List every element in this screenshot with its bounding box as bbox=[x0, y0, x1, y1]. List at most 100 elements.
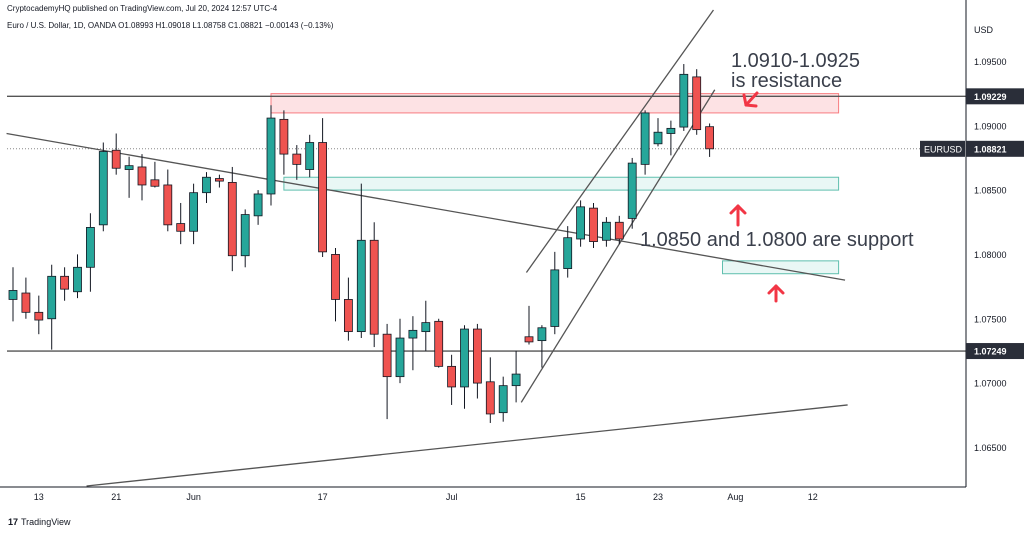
price-tick-label: 1.09500 bbox=[974, 57, 1007, 67]
bearish-candle bbox=[34, 311, 44, 321]
bullish-candle bbox=[8, 290, 18, 300]
publisher-line: CryptocademyHQ published on TradingView.… bbox=[7, 4, 278, 13]
price-tick-label: 1.06500 bbox=[974, 443, 1007, 453]
bullish-candle bbox=[421, 322, 431, 333]
resistance-arrow-icon bbox=[742, 91, 759, 108]
current-price-label: 1.08821 bbox=[974, 144, 1007, 154]
bullish-candle bbox=[253, 193, 263, 217]
bullish-candle bbox=[395, 337, 405, 378]
support-zone-1 bbox=[283, 176, 840, 191]
time-tick-label: 17 bbox=[318, 492, 328, 502]
price-tick-label: 1.07000 bbox=[974, 379, 1007, 389]
bullish-candle bbox=[408, 329, 418, 339]
bearish-candle bbox=[227, 181, 237, 257]
time-tick-label: 23 bbox=[653, 492, 663, 502]
bullish-candle bbox=[202, 176, 211, 194]
bullish-candle bbox=[627, 162, 637, 219]
time-tick-label: 15 bbox=[576, 492, 586, 502]
bullish-candle bbox=[602, 221, 611, 241]
time-tick-label: Jul bbox=[446, 492, 458, 502]
bearish-candle bbox=[382, 333, 392, 378]
price-tick-label: 1.08000 bbox=[974, 250, 1007, 260]
support-arrow-icon bbox=[767, 284, 785, 303]
bearish-candle bbox=[485, 381, 495, 415]
arrow-head bbox=[729, 204, 747, 215]
price-level-tag bbox=[966, 88, 1024, 105]
bullish-candle bbox=[356, 239, 366, 333]
bullish-candle bbox=[511, 373, 521, 387]
bullish-candle bbox=[124, 165, 134, 170]
bullish-candle bbox=[666, 127, 676, 134]
bearish-candle bbox=[614, 221, 624, 240]
bullish-candle bbox=[240, 214, 250, 257]
bullish-candle bbox=[563, 237, 573, 269]
bullish-candle bbox=[460, 328, 469, 388]
bearish-candle bbox=[705, 126, 714, 150]
bullish-candle bbox=[86, 227, 95, 268]
bearish-candle bbox=[318, 142, 328, 253]
bearish-candle bbox=[434, 320, 444, 367]
bearish-candle bbox=[60, 275, 69, 290]
current-price-tag bbox=[966, 140, 1024, 157]
bearish-candle bbox=[472, 328, 482, 384]
tradingview-brand-label: TradingView bbox=[21, 517, 71, 527]
bullish-candle bbox=[98, 151, 108, 226]
bearish-candle bbox=[150, 179, 160, 187]
trendline bbox=[525, 9, 714, 273]
price-level-tag bbox=[966, 343, 1024, 360]
bullish-candle bbox=[640, 112, 650, 165]
resistance-annotation-text: is resistance bbox=[731, 70, 842, 92]
bearish-candle bbox=[589, 207, 598, 242]
time-tick-label: Aug bbox=[727, 492, 743, 502]
currency-label: USD bbox=[974, 25, 994, 35]
tradingview-logo-icon: 17 bbox=[8, 517, 19, 527]
time-tick-label: 12 bbox=[808, 492, 818, 502]
bullish-candle bbox=[537, 327, 547, 342]
support-zone-2 bbox=[722, 260, 840, 275]
bearish-candle bbox=[21, 292, 31, 313]
trendline bbox=[6, 132, 846, 281]
resistance-annotation-range: 1.0910-1.0925 bbox=[731, 50, 860, 72]
bearish-candle bbox=[331, 254, 340, 300]
bearish-candle bbox=[214, 178, 224, 182]
bearish-candle bbox=[137, 166, 147, 186]
time-tick-label: 13 bbox=[34, 492, 44, 502]
price-tick-label: 1.08500 bbox=[974, 186, 1007, 196]
bullish-candle bbox=[550, 269, 560, 327]
symbol-tag-label: EURUSD bbox=[924, 144, 963, 154]
time-tick-label: Jun bbox=[186, 492, 201, 502]
support-annotation-text: 1.0850 and 1.0800 are support bbox=[640, 229, 914, 251]
bullish-candle bbox=[679, 73, 689, 128]
price-tick-label: 1.07500 bbox=[974, 314, 1007, 324]
bearish-candle bbox=[369, 239, 379, 335]
arrow-shaft bbox=[744, 91, 759, 107]
price-tick-label: 1.09000 bbox=[974, 121, 1007, 131]
bearish-candle bbox=[279, 118, 289, 155]
support-arrow-icon bbox=[729, 204, 747, 227]
bearish-candle bbox=[292, 153, 302, 165]
bearish-candle bbox=[111, 149, 121, 169]
symbol-ohlc-line: Euro / U.S. Dollar, 1D, OANDA O1.08993 H… bbox=[7, 21, 334, 30]
bullish-candle bbox=[73, 266, 82, 293]
bearish-candle bbox=[447, 365, 457, 388]
bearish-candle bbox=[343, 299, 353, 333]
bullish-candle bbox=[576, 206, 585, 240]
symbol-tag bbox=[920, 140, 965, 157]
bullish-candle bbox=[653, 131, 663, 145]
bullish-candle bbox=[305, 142, 315, 170]
trendline bbox=[86, 404, 848, 487]
arrow-head bbox=[742, 93, 758, 108]
bullish-candle bbox=[189, 192, 199, 232]
price-level-label: 1.09229 bbox=[974, 92, 1007, 102]
bullish-candle bbox=[266, 117, 276, 195]
price-level-label: 1.07249 bbox=[974, 347, 1007, 357]
bullish-candle bbox=[498, 385, 508, 414]
bullish-candle bbox=[47, 275, 57, 320]
bearish-candle bbox=[524, 336, 534, 343]
bearish-candle bbox=[163, 184, 173, 226]
arrow-head bbox=[767, 284, 785, 295]
trendline bbox=[520, 89, 716, 403]
tradingview-brand: 17 TradingView bbox=[8, 517, 71, 527]
bearish-candle bbox=[692, 76, 702, 131]
